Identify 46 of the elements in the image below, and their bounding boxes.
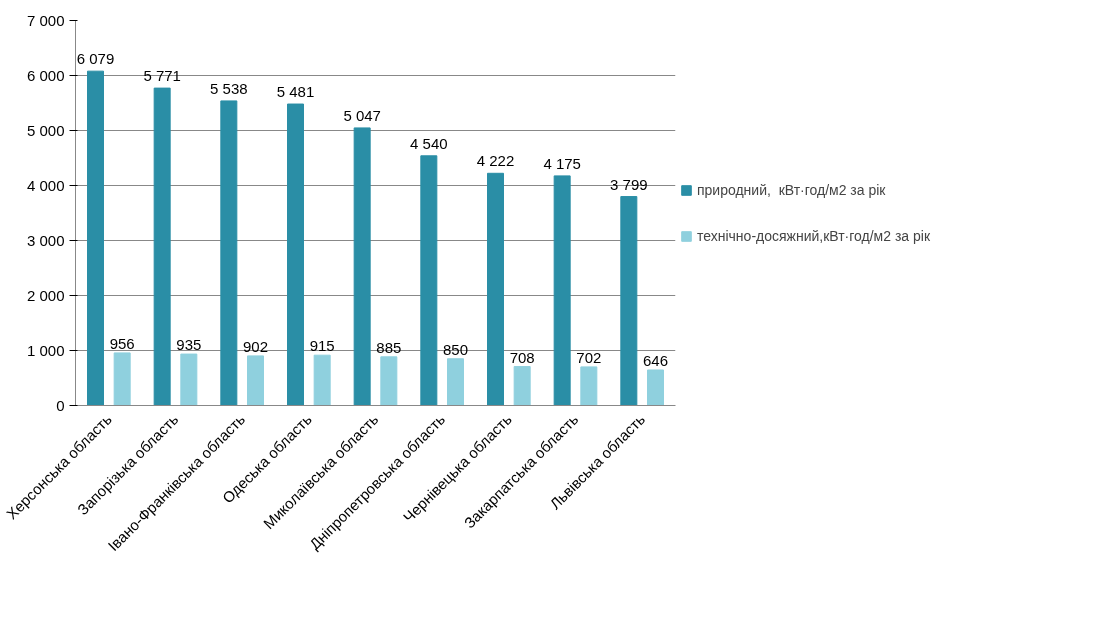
- bar: [313, 354, 331, 406]
- data-label: 4 540: [410, 134, 448, 152]
- y-tick-label: 1 000: [26, 342, 65, 359]
- y-tick-label: 2 000: [26, 287, 65, 304]
- data-label: 3 799: [610, 175, 648, 193]
- data-label: 902: [242, 337, 269, 355]
- bar: [620, 196, 638, 406]
- y-tick-label: 0: [56, 397, 65, 414]
- bar: [247, 355, 264, 406]
- bar: [380, 356, 398, 406]
- data-label: 702: [576, 348, 602, 366]
- data-label: 5 047: [343, 106, 381, 124]
- data-label: 850: [442, 340, 469, 358]
- bar: [553, 175, 571, 406]
- bar: [153, 87, 171, 406]
- data-label: 5 538: [210, 79, 248, 97]
- bar: [180, 353, 198, 406]
- y-tick-label: 6 000: [26, 67, 65, 84]
- bar: [87, 70, 104, 406]
- legend-label: технічно-досяжний,кВт·год/м2 за рік: [697, 227, 931, 244]
- data-label: 885: [376, 338, 402, 356]
- bar: [287, 103, 304, 406]
- bar: [113, 352, 131, 406]
- bar: [420, 155, 438, 406]
- data-label: 915: [309, 337, 335, 355]
- legend-label: природний, кВт·год/м2 за рік: [697, 181, 886, 198]
- data-label: 6 079: [76, 50, 115, 68]
- bar: [580, 366, 598, 406]
- data-label: 935: [176, 336, 202, 354]
- y-tick-label: 4 000: [26, 177, 65, 194]
- bar: [447, 358, 464, 406]
- bar: [647, 369, 664, 406]
- bar: [513, 366, 531, 406]
- data-label: 4 222: [476, 152, 515, 170]
- data-label: 5 771: [143, 67, 181, 85]
- bar: [487, 172, 504, 406]
- data-label: 4 175: [543, 154, 581, 172]
- bar: [220, 100, 238, 406]
- data-label: 5 481: [276, 83, 315, 101]
- bar: [353, 127, 371, 406]
- data-label: 956: [109, 334, 135, 352]
- y-tick-label: 7 000: [26, 12, 65, 29]
- data-label: 646: [642, 351, 669, 369]
- data-label: 708: [509, 348, 535, 366]
- y-tick-label: 5 000: [26, 122, 65, 139]
- y-tick-label: 3 000: [26, 232, 65, 249]
